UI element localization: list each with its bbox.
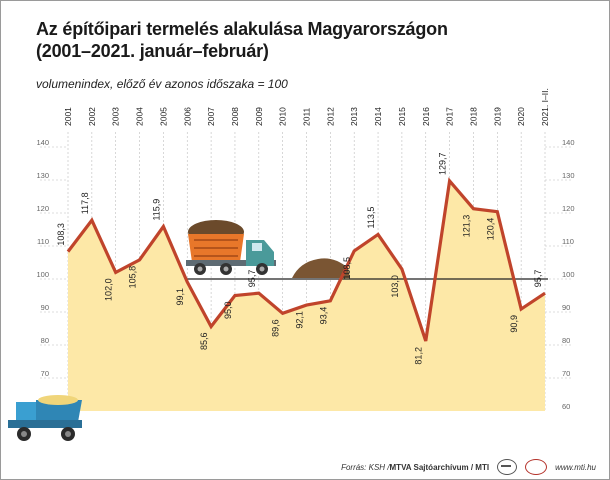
data-label: 108,3 (56, 223, 66, 246)
y-tick-label-left: 90 (41, 303, 49, 312)
x-category-label: 2012 (325, 107, 335, 126)
data-label: 121,3 (461, 215, 471, 238)
x-category-label: 2021. I–II. (540, 88, 550, 126)
y-tick-label-left: 120 (36, 204, 49, 213)
data-label: 95,7 (533, 270, 543, 288)
y-tick-label-left: 110 (37, 237, 49, 246)
y-tick-label-right: 130 (562, 171, 575, 180)
data-label: 120,4 (485, 218, 495, 241)
y-tick-label-right: 110 (562, 237, 574, 246)
y-tick-label-right: 140 (562, 138, 575, 147)
x-category-label: 2001 (63, 107, 73, 126)
data-label: 95,7 (247, 270, 257, 288)
x-category-label: 2006 (182, 107, 192, 126)
y-tick-label-right: 90 (562, 303, 570, 312)
data-label: 90,9 (509, 315, 519, 333)
y-tick-label-right: 100 (562, 270, 575, 279)
mti-logo-icon (525, 459, 548, 475)
data-label: 102,0 (104, 278, 114, 301)
title-line-1: Az építőipari termelés alakulása Magyaro… (36, 19, 448, 39)
data-label: 85,6 (199, 333, 209, 351)
site-text: www.mti.hu (555, 462, 596, 472)
source-text: Forrás: KSH / (341, 462, 390, 472)
x-category-label: 2007 (206, 107, 216, 126)
chart-title: Az építőipari termelés alakulása Magyaro… (36, 18, 448, 62)
truck-illustration-icon (8, 395, 82, 441)
x-category-label: 2014 (373, 107, 383, 126)
data-label: 108,5 (342, 257, 352, 280)
data-label: 113,5 (366, 207, 376, 229)
data-label: 103,0 (390, 275, 400, 298)
y-tick-label-right: 120 (562, 204, 575, 213)
x-category-label: 2010 (278, 107, 288, 126)
x-category-label: 2019 (492, 107, 502, 126)
y-tick-label-right: 70 (562, 369, 570, 378)
data-label: 115,9 (151, 199, 161, 221)
x-category-label: 2008 (230, 107, 240, 126)
archive-text: MTVA Sajtóarchívum / MTI (389, 462, 490, 472)
data-label: 81,2 (414, 347, 424, 365)
x-category-label: 2018 (468, 107, 478, 126)
series-area (68, 180, 545, 411)
x-category-label: 2020 (516, 107, 526, 126)
y-tick-label-left: 80 (41, 336, 49, 345)
x-category-label: 2002 (87, 107, 97, 126)
x-category-label: 2015 (397, 107, 407, 126)
x-category-label: 2013 (349, 107, 359, 126)
mtva-logo-icon (497, 459, 518, 475)
dirt-pile-icon (292, 258, 350, 278)
y-tick-label-left: 100 (36, 270, 49, 279)
title-line-2: (2001–2021. január–február) (36, 41, 269, 61)
x-category-label: 2011 (302, 107, 312, 126)
data-label: 95,0 (223, 302, 233, 320)
x-category-label: 2003 (111, 107, 121, 126)
data-label: 89,6 (271, 319, 281, 337)
y-tick-label-right: 60 (562, 402, 570, 411)
chart-subtitle: volumenindex, előző év azonos időszaka =… (36, 77, 288, 91)
data-label: 99,1 (175, 288, 185, 306)
source-footer: Forrás: KSH / MTVA Sajtóarchívum / MTI w… (341, 459, 596, 475)
x-category-label: 2005 (158, 107, 168, 126)
data-label: 117,8 (80, 192, 90, 214)
x-category-label: 2017 (445, 107, 455, 126)
data-label: 105,8 (128, 266, 138, 289)
x-category-label: 2009 (254, 107, 264, 126)
y-tick-label-left: 130 (36, 171, 49, 180)
data-label: 93,4 (318, 307, 328, 325)
y-tick-label-left: 70 (41, 369, 49, 378)
data-label: 129,7 (438, 152, 448, 175)
data-label: 92,1 (295, 311, 305, 329)
y-tick-label-left: 140 (36, 138, 49, 147)
dump-truck-icon (186, 220, 276, 275)
x-category-label: 2016 (421, 107, 431, 126)
y-tick-label-right: 80 (562, 336, 570, 345)
x-category-label: 2004 (135, 107, 145, 126)
